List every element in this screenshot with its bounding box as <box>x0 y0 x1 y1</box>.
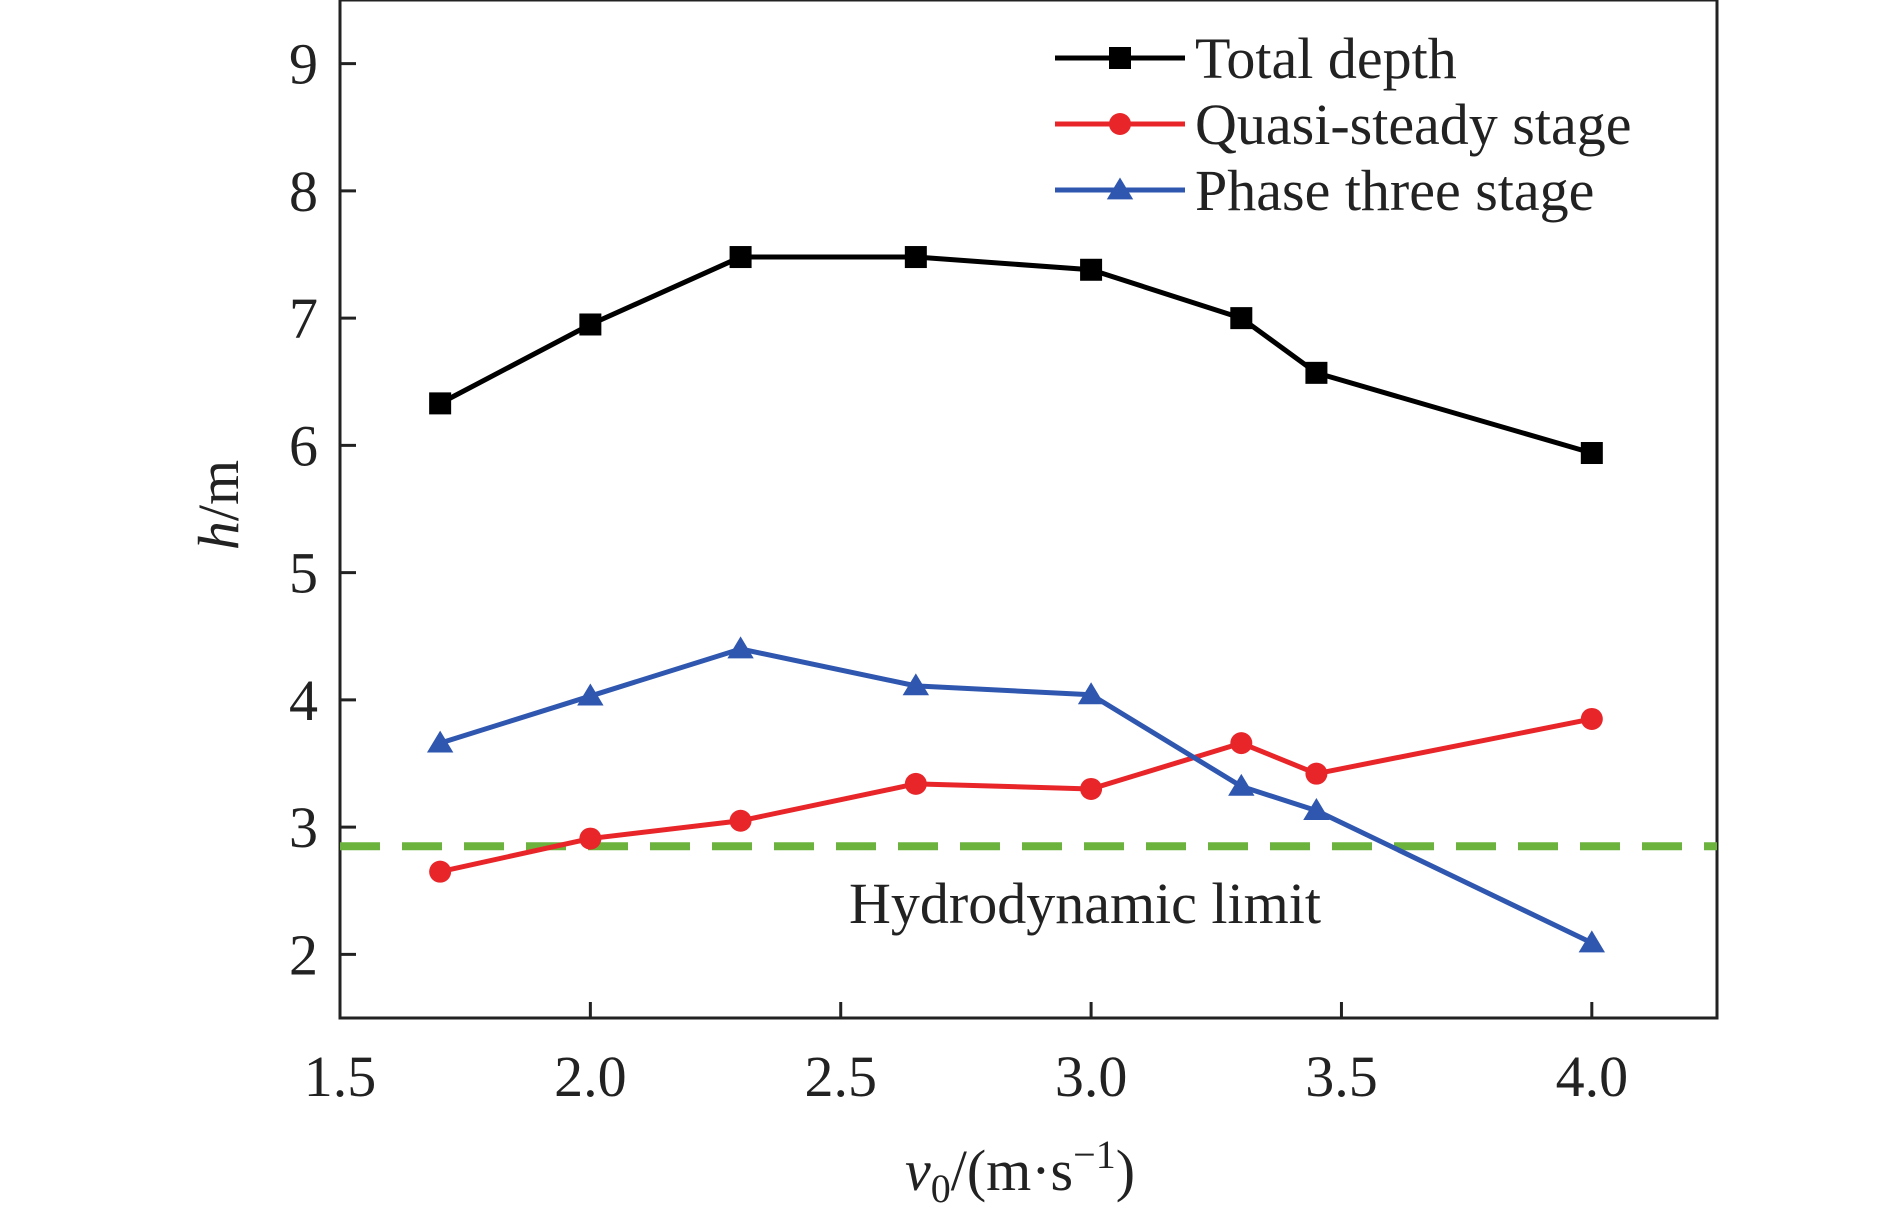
series-1 <box>429 707 1603 883</box>
legend-item: Phase three stage <box>1055 158 1594 223</box>
y-tick-label: 4 <box>289 668 318 733</box>
x-axis-label-close: ) <box>1116 1138 1135 1203</box>
x-tick-label: 4.0 <box>1556 1044 1629 1109</box>
axis-ticks: 1.5 2.0 2.5 3.0 3.5 4.0 2 3 4 5 6 7 8 9 <box>289 32 1628 1109</box>
x-axis-label-var: v <box>905 1138 931 1203</box>
series-line <box>438 254 1593 456</box>
data-point <box>1080 777 1103 800</box>
data-point <box>904 246 927 269</box>
x-tick-label: 3.0 <box>1055 1044 1128 1109</box>
data-point <box>1580 442 1603 465</box>
data-point <box>1230 307 1253 330</box>
y-tick-label: 2 <box>289 922 318 987</box>
y-axis-label: h/m <box>186 460 251 550</box>
data-point <box>579 827 602 850</box>
series-line <box>439 646 1593 946</box>
data-point <box>1230 732 1253 755</box>
data-point <box>1228 773 1255 796</box>
x-axis-label-sup: −1 <box>1073 1132 1116 1177</box>
data-point <box>904 772 927 795</box>
data-point <box>579 313 602 336</box>
y-tick-label: 7 <box>289 286 318 351</box>
data-point <box>1580 707 1603 730</box>
data-point <box>1080 258 1103 281</box>
data-point <box>429 392 452 415</box>
series-line <box>439 716 1593 875</box>
y-axis-label-var: h <box>186 521 251 550</box>
legend-label: Phase three stage <box>1195 158 1594 223</box>
x-tick-label: 2.0 <box>554 1044 627 1109</box>
x-tick-label: 1.5 <box>304 1044 377 1109</box>
legend-swatch-marker <box>1109 47 1131 69</box>
y-axis-label-unit: /m <box>186 460 251 521</box>
data-point <box>429 860 452 883</box>
data-point <box>1578 930 1606 953</box>
x-tick-label: 3.5 <box>1305 1044 1378 1109</box>
x-tick-label: 2.5 <box>804 1044 877 1109</box>
data-point <box>426 730 454 753</box>
series-0 <box>429 246 1603 465</box>
series-2 <box>426 636 1606 953</box>
x-axis-label-sub: 0 <box>931 1166 951 1211</box>
data-point <box>1305 361 1328 384</box>
data-point <box>577 683 604 706</box>
legend-label: Quasi-steady stage <box>1195 92 1631 157</box>
plot-area <box>338 0 1719 1020</box>
y-tick-label: 3 <box>289 795 318 860</box>
y-tick-label: 5 <box>289 541 318 606</box>
plot-frame <box>338 0 1719 1020</box>
y-tick-label: 8 <box>289 159 318 224</box>
data-point <box>1305 762 1328 785</box>
reference-line-label: Hydrodynamic limit <box>849 871 1321 936</box>
data-point <box>1077 682 1105 705</box>
data-point <box>729 246 752 269</box>
data-point <box>1303 798 1330 820</box>
data-point <box>729 809 752 832</box>
legend-swatch-marker <box>1106 177 1134 200</box>
legend-item: Quasi-steady stage <box>1055 92 1631 157</box>
y-tick-label: 9 <box>289 32 318 97</box>
x-axis-label-unit: /(m·s <box>951 1138 1073 1203</box>
data-point <box>902 673 930 696</box>
legend-label: Total depth <box>1195 26 1457 91</box>
x-axis-label: v0/(m·s−1) <box>905 1132 1135 1211</box>
data-point <box>727 636 754 659</box>
y-tick-label: 6 <box>289 413 318 478</box>
legend-item: Total depth <box>1055 26 1457 91</box>
legend-swatch-marker <box>1109 113 1131 135</box>
